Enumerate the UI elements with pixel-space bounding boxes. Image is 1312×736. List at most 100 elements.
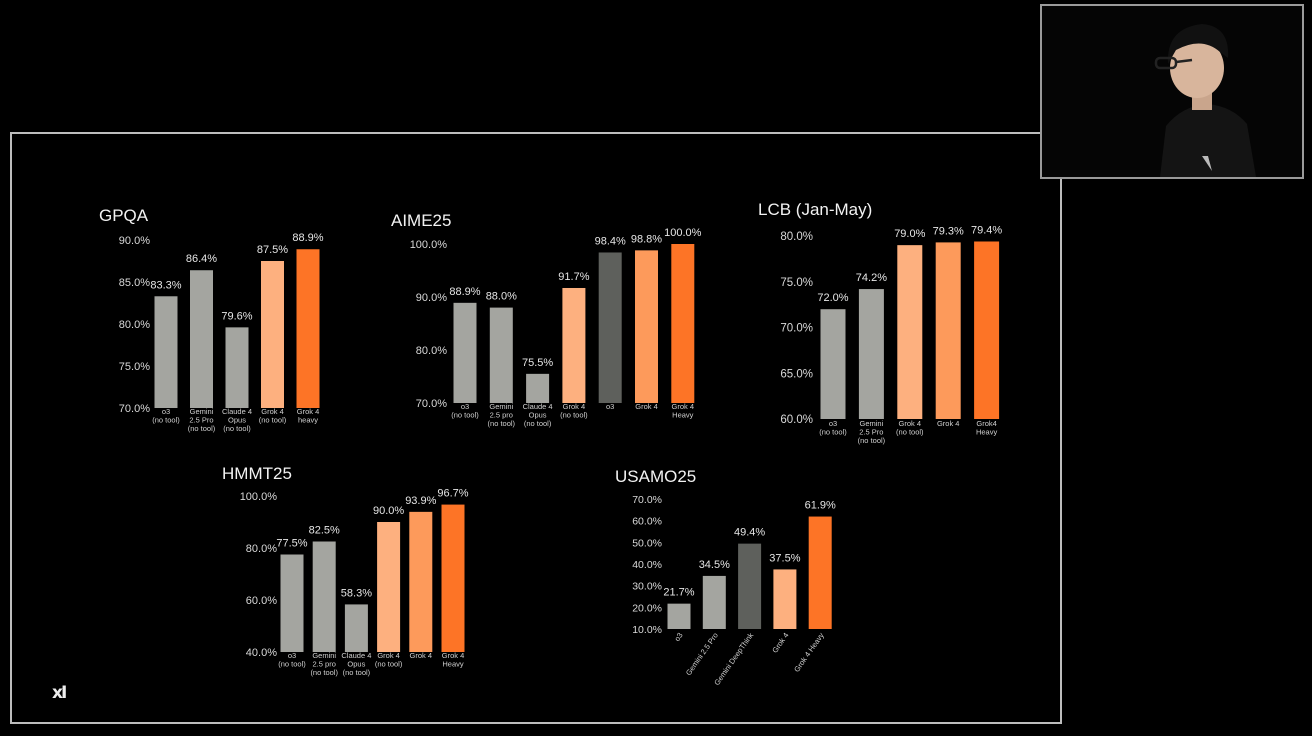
chart-title-hmmt25: HMMT25 — [222, 464, 292, 483]
y-tick-label: 10.0% — [632, 624, 662, 636]
bar-usamo-4 — [808, 516, 832, 629]
xai-logo: xI — [52, 683, 67, 703]
data-label: 90.0% — [373, 505, 404, 517]
webcam-feed — [1040, 4, 1304, 179]
bar-usamo-3 — [773, 569, 797, 629]
bar-hmmt-5 — [441, 504, 465, 652]
y-tick-label: 50.0% — [632, 537, 662, 549]
bar-hmmt-4 — [409, 511, 433, 652]
y-tick-label: 70.0% — [780, 323, 813, 335]
data-label: 79.4% — [971, 224, 1002, 236]
bar-aime-0 — [453, 302, 477, 403]
category-label: o3 — [606, 402, 614, 411]
bar-aime-5 — [635, 250, 658, 403]
data-label: 49.4% — [734, 527, 765, 539]
bar-lcb-1 — [858, 289, 884, 419]
bar-aime-1 — [489, 307, 513, 403]
category-label: Grok 4 heavy — [297, 407, 320, 425]
y-tick-label: 80.0% — [780, 231, 813, 243]
y-tick-label: 90.0% — [119, 235, 150, 247]
bar-hmmt-3 — [377, 522, 401, 652]
data-label: 83.3% — [150, 279, 181, 291]
data-label: 21.7% — [663, 587, 694, 599]
data-label: 91.7% — [558, 271, 589, 283]
y-tick-label: 75.0% — [119, 361, 150, 373]
data-label: 86.4% — [186, 253, 217, 265]
data-label: 88.9% — [292, 232, 323, 244]
y-tick-label: 85.0% — [119, 277, 150, 289]
data-label: 96.7% — [437, 488, 468, 500]
y-tick-label: 75.0% — [780, 277, 813, 289]
bar-hmmt-2 — [344, 604, 368, 652]
bar-gpqa-0 — [154, 296, 178, 408]
bar-lcb-0 — [820, 309, 846, 419]
category-label: Grok 4 (no tool) — [560, 402, 588, 420]
chart-title-lcb: LCB (Jan-May) — [758, 200, 873, 219]
chart-title-usamo25: USAMO25 — [615, 467, 697, 486]
data-label: 72.0% — [817, 292, 848, 304]
data-label: 93.9% — [405, 495, 436, 507]
category-label: Gemini 2.5 pro (no tool) — [310, 651, 338, 677]
category-label: Grok4 Heavy — [976, 419, 998, 437]
y-tick-label: 30.0% — [632, 581, 662, 593]
y-tick-label: 60.0% — [632, 516, 662, 528]
chart-lcb: 60.0% 65.0% 70.0% 75.0% 80.0% 72.0% o3 (no tool… — [780, 224, 1002, 445]
y-tick-label: 70.0% — [632, 494, 662, 506]
data-label: 98.8% — [631, 233, 662, 245]
y-tick-label: 60.0% — [246, 595, 277, 607]
category-label: Grok 4 Heavy — [442, 651, 465, 669]
category-label: Grok 4 Heavy — [672, 402, 695, 420]
bar-gpqa-3 — [261, 261, 284, 408]
category-label: Grok 4 Heavy — [792, 631, 826, 674]
category-label: o3 (no tool) — [819, 419, 847, 437]
y-tick-label: 70.0% — [119, 403, 150, 415]
data-label: 79.6% — [221, 310, 252, 322]
data-label: 34.5% — [699, 559, 730, 571]
category-label: Gemini 2.5 pro (no tool) — [488, 402, 516, 428]
bar-lcb-3 — [935, 242, 961, 419]
bar-aime-2 — [526, 373, 550, 403]
data-label: 87.5% — [257, 244, 288, 256]
bar-usamo-1 — [702, 575, 726, 629]
bar-gpqa-2 — [225, 327, 249, 408]
chart-title-gpqa: GPQA — [99, 206, 149, 225]
data-label: 100.0% — [664, 227, 702, 239]
chart-gpqa: 70.0% 75.0% 80.0% 85.0% 90.0% 83.3% o3 (no tool… — [119, 232, 324, 433]
bar-aime-4 — [598, 252, 622, 403]
y-tick-label: 60.0% — [780, 414, 813, 426]
category-label: Gemini 2.5 Pro (no tool) — [858, 419, 886, 445]
y-tick-label: 80.0% — [119, 319, 150, 331]
data-label: 82.5% — [309, 525, 340, 537]
presenter-image — [1042, 6, 1302, 177]
category-label: Grok 4 (no tool) — [375, 651, 403, 669]
y-tick-label: 100.0% — [240, 491, 278, 503]
category-label: Grok 4 — [937, 419, 960, 428]
bar-hmmt-0 — [280, 554, 304, 652]
y-tick-label: 65.0% — [780, 368, 813, 380]
category-label: Claude 4 Opus (no tool) — [523, 402, 553, 428]
data-label: 98.4% — [595, 235, 626, 247]
data-label: 88.0% — [486, 291, 517, 303]
category-label: o3 (no tool) — [278, 651, 306, 669]
data-label: 58.3% — [341, 587, 372, 599]
y-tick-label: 40.0% — [632, 559, 662, 571]
y-tick-label: 40.0% — [246, 647, 277, 659]
category-label: o3 (no tool) — [451, 402, 479, 420]
data-label: 61.9% — [805, 500, 836, 512]
bar-usamo-2 — [738, 543, 762, 629]
data-label: 79.0% — [894, 228, 925, 240]
data-label: 75.5% — [522, 357, 553, 369]
chart-title-aime25: AIME25 — [391, 211, 452, 230]
bar-hmmt-1 — [312, 541, 336, 652]
bar-gpqa-1 — [190, 270, 213, 408]
bar-lcb-4 — [974, 241, 1000, 419]
bar-aime-3 — [562, 287, 586, 403]
category-label: Claude 4 Opus (no tool) — [341, 651, 371, 677]
bar-lcb-2 — [897, 245, 923, 419]
data-label: 77.5% — [276, 538, 307, 550]
data-label: 79.3% — [933, 225, 964, 237]
chart-hmmt: 40.0% 60.0% 80.0% 100.0% 77.5% o3 (no tool) 82.… — [240, 488, 469, 677]
chart-aime: 70.0% 80.0% 90.0% 100.0% 88.9% o3 (no tool) 88.… — [410, 227, 702, 428]
category-label: o3 — [672, 631, 684, 643]
